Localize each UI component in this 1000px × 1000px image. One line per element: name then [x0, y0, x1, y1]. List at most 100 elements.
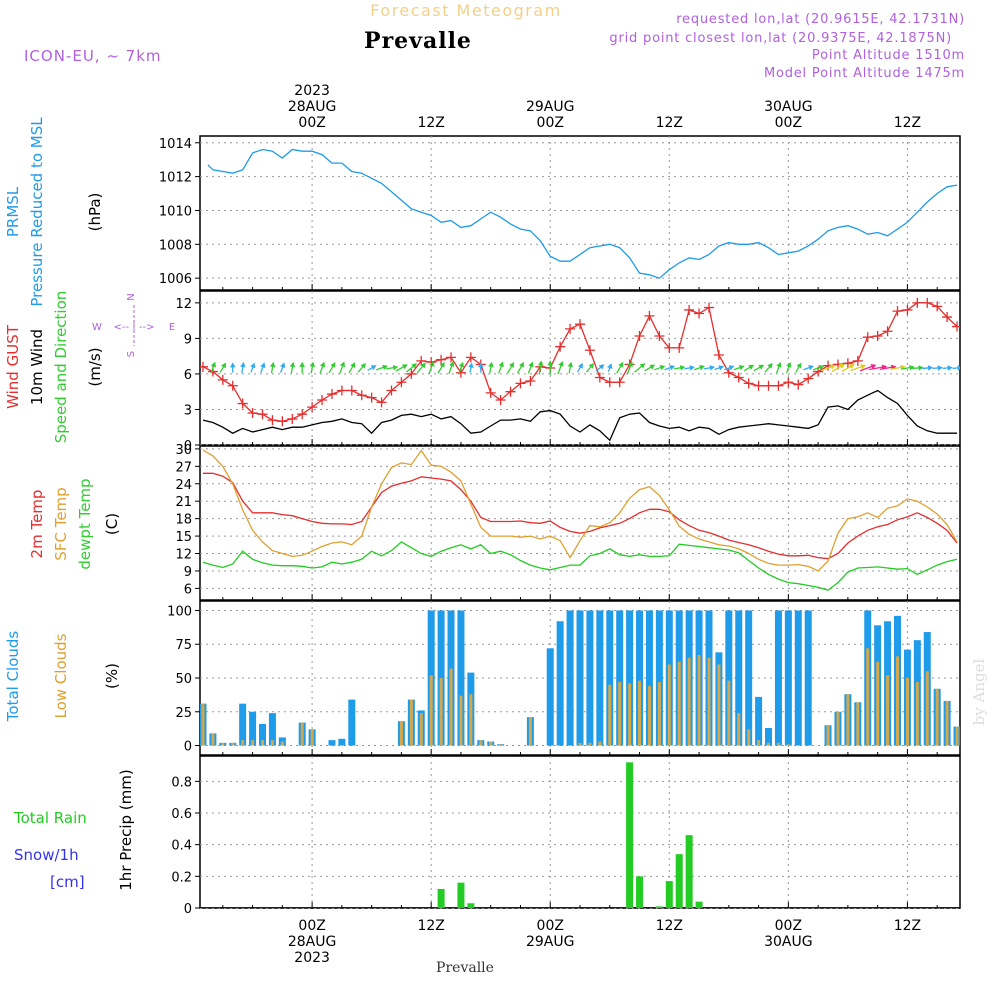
- wind-arrow-head: [927, 365, 934, 371]
- wind-arrow-head: [881, 364, 888, 370]
- wind-arrow-head: [639, 363, 646, 369]
- wind-arrow-head: [509, 362, 514, 368]
- wind-arrow: [299, 361, 305, 374]
- gust-point: [515, 378, 526, 389]
- cloud-bar-total: [725, 610, 733, 746]
- gust-point: [942, 312, 953, 323]
- gust-point: [892, 306, 903, 317]
- wind-arrow-head: [468, 362, 474, 368]
- cloud-bar-low: [270, 740, 274, 746]
- gust-point: [872, 331, 883, 342]
- cloud-bar-total: [745, 610, 753, 746]
- wind-title-1: 10m Wind: [28, 329, 46, 405]
- pressure-ytick-label: 1006: [159, 272, 192, 287]
- wind-arrow-head: [439, 361, 445, 368]
- cloud-bar-low: [786, 744, 790, 746]
- wind-arrow: [319, 361, 326, 374]
- clouds-plot: [200, 610, 960, 746]
- gust-point: [753, 380, 764, 391]
- gust-point: [366, 392, 377, 403]
- wind-arrow-head: [360, 363, 366, 369]
- header-model-altitude: Model Point Altitude 1475m: [764, 66, 965, 81]
- bottom-time-label: 2023: [294, 950, 330, 966]
- wind-arrow: [654, 364, 666, 371]
- gust-point: [713, 349, 724, 360]
- wind-arrow-head: [808, 365, 814, 371]
- wind-arrow: [406, 363, 418, 373]
- precip-bar: [457, 882, 465, 908]
- pressure-ytick-label: 1010: [159, 204, 192, 219]
- wind-title-3: (m/s): [86, 347, 104, 386]
- cloud-bar-total: [249, 711, 257, 746]
- wind-arrow: [240, 362, 246, 374]
- precip-side-label-0: Total Rain: [13, 809, 87, 827]
- gust-point: [396, 377, 407, 388]
- wind-arrow-head: [588, 363, 595, 369]
- gust-point: [664, 342, 675, 353]
- pressure-title-1: Pressure Reduced to MSL: [28, 117, 46, 307]
- cloud-bar-low: [578, 742, 582, 746]
- cloud-bar-low: [528, 717, 532, 746]
- cloud-bar-total: [239, 703, 247, 746]
- compass-s: S: [126, 351, 137, 357]
- wind-arrow-head: [478, 362, 484, 368]
- pressure-frame: [199, 135, 961, 291]
- temperature-series-2m-temp: [203, 472, 958, 560]
- wind-arrow-head: [937, 365, 943, 371]
- precip-title-0: 1hr Precip (mm): [117, 769, 135, 890]
- gust-point: [842, 358, 853, 369]
- header-requested: requested lon,lat (20.9615E, 42.1731N): [676, 12, 965, 27]
- top-time-label: 28AUG: [288, 99, 337, 115]
- wind-arrow: [607, 363, 613, 372]
- gust-point: [763, 380, 774, 391]
- cloud-bar-total: [259, 723, 267, 746]
- cloud-bar-low: [429, 675, 433, 746]
- wind-arrow: [890, 364, 906, 371]
- precip-bar: [665, 881, 673, 908]
- wind-arrow: [733, 365, 745, 371]
- wind-arrow: [812, 364, 825, 371]
- cloud-bar-low: [598, 741, 602, 746]
- wind-arrow-head: [240, 362, 246, 368]
- wind-arrow: [901, 364, 915, 371]
- wind-arrow: [674, 365, 686, 371]
- wind-arrow-head: [299, 361, 305, 367]
- wind-arrow-head: [699, 365, 705, 371]
- wind-arrow-head: [220, 362, 226, 369]
- cloud-bar-low: [846, 694, 850, 746]
- temperature-ytick-label: 21: [175, 495, 192, 510]
- wind-arrow: [616, 361, 624, 374]
- wind-arrow-head: [598, 364, 605, 370]
- wind-arrow-head: [260, 362, 266, 369]
- cloud-bar-low: [826, 725, 830, 746]
- gust-point: [336, 385, 347, 396]
- wind-arrow-head: [738, 365, 745, 371]
- cloud-bar-total: [616, 610, 624, 746]
- wind-arrow-head: [627, 361, 634, 367]
- cloud-bar-low: [489, 741, 493, 746]
- wind-arrow: [723, 365, 735, 371]
- gust-point: [674, 342, 685, 353]
- cloud-bar-total: [586, 610, 594, 746]
- wind-arrow: [841, 364, 855, 372]
- wind-arrow-head: [350, 362, 356, 369]
- wind-arrow-head: [767, 363, 773, 369]
- wind-arrow: [932, 365, 943, 371]
- wind-arrow-head: [718, 365, 725, 371]
- cloud-bar-total: [626, 610, 634, 746]
- footer-location: Prevalle: [436, 960, 494, 976]
- temperature-ytick-label: 6: [184, 582, 192, 597]
- wind-arrow: [210, 361, 217, 374]
- wind-arrow: [428, 361, 435, 375]
- wind-arrow: [280, 362, 286, 373]
- wind-arrow-head: [411, 363, 418, 369]
- gust-point: [247, 408, 258, 419]
- cloud-bar-low: [439, 678, 443, 746]
- gust-point: [644, 310, 655, 321]
- wind-arrow: [478, 362, 484, 373]
- wind-arrow: [869, 364, 888, 371]
- gust-point: [277, 416, 288, 427]
- wind-arrow: [785, 362, 792, 374]
- wind-arrow-head: [488, 361, 494, 368]
- temperature-title-0: 2m Temp: [28, 490, 46, 559]
